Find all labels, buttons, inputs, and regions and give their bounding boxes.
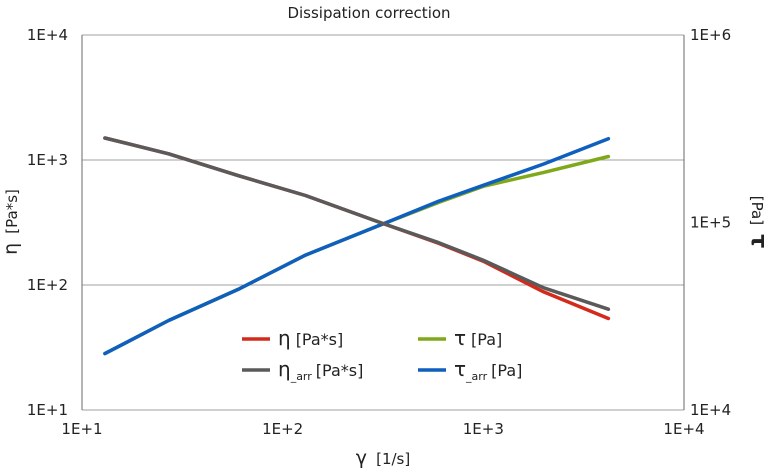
y-left-tick-label: 1E+1 <box>27 401 68 419</box>
x-axis-symbol: γ <box>356 447 367 469</box>
legend-subscript: _arr <box>290 370 313 383</box>
x-tick-label: 1E+3 <box>463 420 504 438</box>
legend-symbol: τ <box>454 326 466 350</box>
y-right-tick-labels: 1E+4 1E+5 1E+6 <box>690 26 731 419</box>
y-right-axis-label: [Pa] τ <box>746 196 768 248</box>
y-right-axis-unit: [Pa] <box>748 196 766 225</box>
legend: η [Pa*s]η_arr [Pa*s]τ [Pa]τ_arr [Pa] <box>242 326 522 383</box>
legend-subscript: _arr <box>465 370 488 383</box>
y-left-tick-label: 1E+4 <box>27 26 68 44</box>
series-line <box>103 136 611 311</box>
y-left-axis-unit: [Pa*s] <box>3 189 21 234</box>
y-left-axis-symbol: η <box>0 243 22 255</box>
legend-symbol: τ <box>454 357 466 381</box>
y-left-tick-labels: 1E+1 1E+2 1E+3 1E+4 <box>27 26 68 419</box>
chart-title: Dissipation correction <box>287 4 450 22</box>
x-axis-unit: [1/s] <box>376 450 410 468</box>
y-right-tick-label: 1E+6 <box>690 26 731 44</box>
y-left-tick-label: 1E+3 <box>27 151 68 169</box>
x-tick-label: 1E+4 <box>663 420 704 438</box>
y-left-tick-label: 1E+2 <box>27 276 68 294</box>
y-right-tick-label: 1E+4 <box>690 401 731 419</box>
legend-label: τ_arr [Pa] <box>454 357 522 383</box>
series-lines <box>103 136 611 356</box>
series-line <box>103 136 611 321</box>
legend-symbol: η <box>278 357 291 381</box>
x-tick-label: 1E+2 <box>262 420 303 438</box>
legend-unit: [Pa] <box>491 361 522 380</box>
y-left-axis-label: η [Pa*s] <box>0 189 22 255</box>
legend-symbol: η <box>278 326 291 350</box>
legend-label: η [Pa*s] <box>278 326 343 350</box>
x-tick-labels: 1E+1 1E+2 1E+3 1E+4 <box>61 420 704 438</box>
legend-unit: [Pa*s] <box>296 330 344 349</box>
y-right-axis-symbol: τ <box>746 234 768 248</box>
legend-unit: [Pa] <box>471 330 502 349</box>
legend-unit: [Pa*s] <box>316 361 364 380</box>
y-right-tick-label: 1E+5 <box>690 214 731 232</box>
axes <box>81 35 685 410</box>
x-axis-label: γ [1/s] <box>356 447 410 469</box>
x-tick-label: 1E+1 <box>61 420 102 438</box>
series-line <box>103 136 611 356</box>
series-line <box>103 154 611 356</box>
legend-label: η_arr [Pa*s] <box>278 357 363 383</box>
grid <box>82 34 684 411</box>
legend-label: τ [Pa] <box>454 326 502 350</box>
